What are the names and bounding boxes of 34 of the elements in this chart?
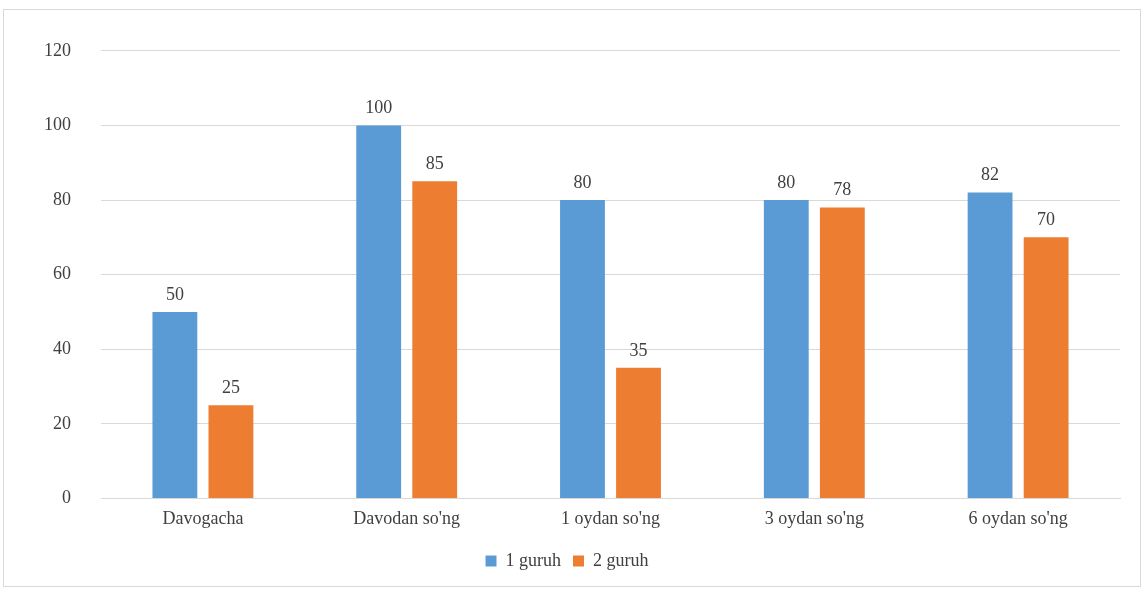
x-tick-label: 1 oydan so'ng [560,507,661,528]
y-tick-label: 40 [53,337,71,358]
x-tick-label: 6 oydan so'ng [968,507,1068,528]
legend-label: 2 guruh [593,549,649,570]
bar [616,367,661,498]
bar [208,405,254,498]
bar [763,200,809,498]
legend-label: 1 guruh [505,549,562,570]
bar [967,192,1013,498]
y-tick-label: 0 [62,487,71,508]
bar [152,311,198,498]
data-label: 100 [365,97,393,118]
y-tick-label: 20 [53,412,71,433]
data-label: 35 [629,339,648,360]
y-tick-label: 80 [53,188,71,209]
data-label: 82 [981,164,1000,185]
y-tick-label: 120 [44,39,71,60]
data-label: 80 [777,171,796,192]
data-label: 80 [573,171,592,192]
bar [412,181,458,498]
bar [560,200,605,498]
bar [1023,237,1069,498]
x-tick-label: 3 oydan so'ng [764,507,864,528]
data-label: 85 [425,153,444,174]
data-label: 25 [221,376,240,397]
data-label: 78 [833,179,852,200]
bar [819,207,865,498]
x-tick-label: Davogacha [162,507,244,528]
x-tick-label: Davodan so'ng [353,507,461,528]
y-tick-label: 100 [44,114,71,135]
data-label: 70 [1037,209,1056,230]
data-label: 50 [165,283,184,304]
y-tick-label: 60 [53,263,71,284]
bar [356,125,402,498]
